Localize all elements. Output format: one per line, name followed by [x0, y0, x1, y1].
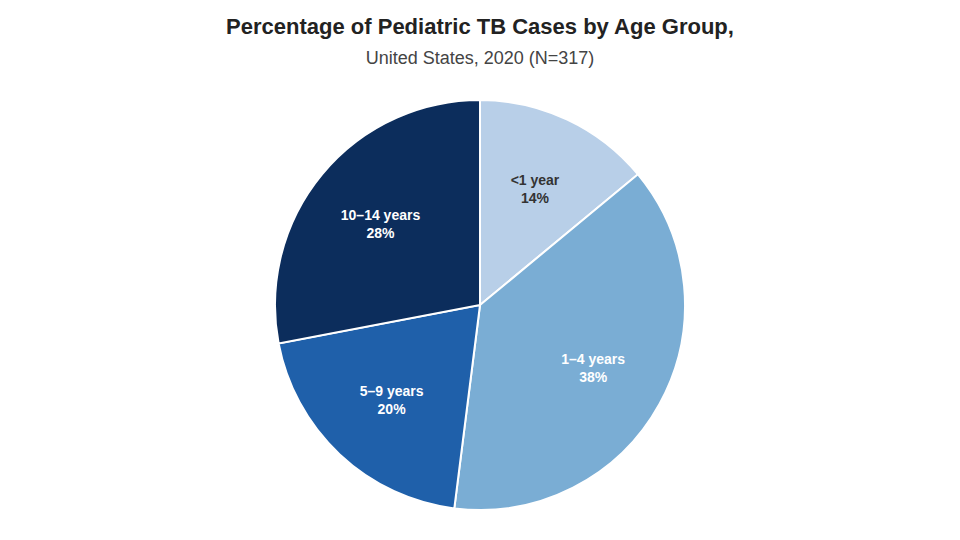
- chart-svg: Percentage of Pediatric TB Cases by Age …: [0, 0, 960, 540]
- slice: [454, 174, 685, 510]
- title: Percentage of Pediatric TB Cases by Age …: [226, 14, 734, 39]
- slice-category: 10–14 years: [341, 207, 421, 223]
- data-label: 20%: [378, 401, 407, 417]
- data-label: 38%: [579, 369, 608, 385]
- data-label: 28%: [366, 225, 395, 241]
- subtitle: United States, 2020 (N=317): [366, 48, 595, 68]
- pie: [275, 100, 685, 510]
- slice: [275, 100, 480, 343]
- slice-category: 5–9 years: [360, 383, 424, 399]
- data-label: 14%: [521, 190, 550, 206]
- slice-category: <1 year: [511, 172, 560, 188]
- chart-container: Percentage of Pediatric TB Cases by Age …: [0, 0, 960, 540]
- slice-labels: <1 year 14% 1–4 years 38% 5–9 years 20% 10–14 …: [341, 172, 626, 417]
- slice-category: 1–4 years: [561, 351, 625, 367]
